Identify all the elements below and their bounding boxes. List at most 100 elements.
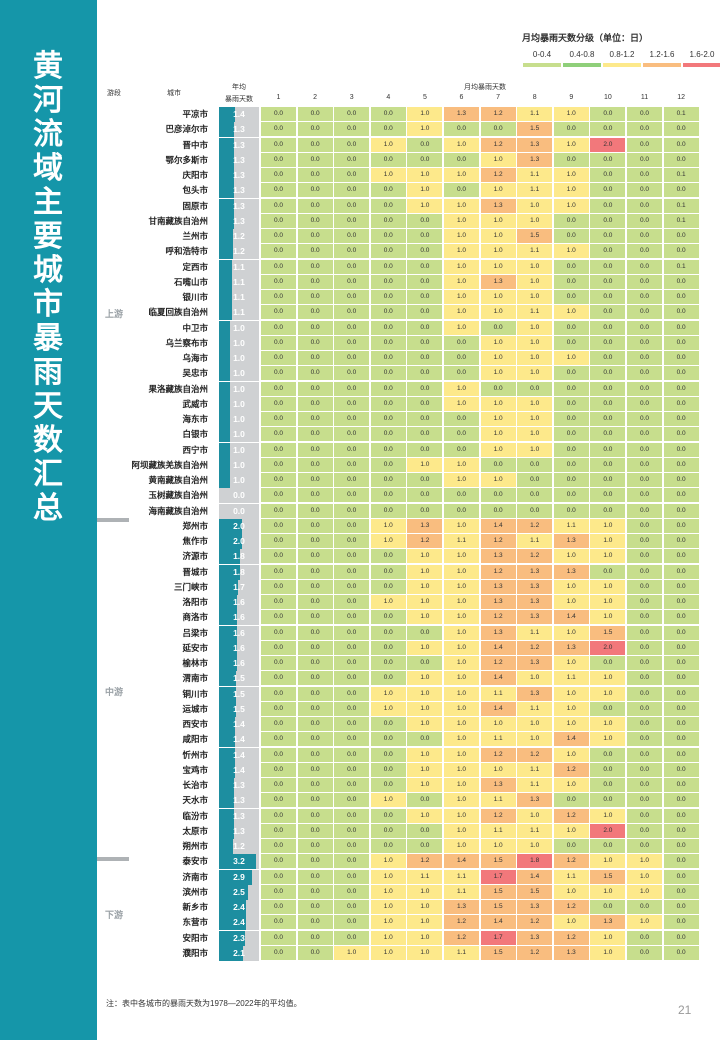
month-cell: 0.0 xyxy=(297,473,333,488)
month-cell: 0.0 xyxy=(334,351,370,366)
month-cell: 0.0 xyxy=(261,778,296,793)
month-cell: 0.0 xyxy=(261,229,296,244)
city-name: 郑州市 xyxy=(182,520,208,531)
month-cell: 0.0 xyxy=(444,412,479,427)
annual-value: 1.7 xyxy=(233,581,245,592)
city-name: 宝鸡市 xyxy=(182,764,208,775)
month-cell: 0.0 xyxy=(663,564,699,579)
month-cell: 0.0 xyxy=(627,366,662,381)
annual-bar: 1.1 xyxy=(219,274,259,290)
annual-bar-fill xyxy=(219,930,246,946)
month-cell: 0.0 xyxy=(297,290,333,305)
month-cell: 0.0 xyxy=(370,503,406,518)
month-cell: 1.0 xyxy=(517,442,553,457)
month-cell: 1.0 xyxy=(444,610,479,625)
month-cell: 0.0 xyxy=(444,427,479,442)
month-cell: 0.0 xyxy=(590,244,626,259)
month-cell: 0.0 xyxy=(517,473,553,488)
city-name: 呼和浩特市 xyxy=(165,246,208,257)
city-name: 庆阳市 xyxy=(182,170,208,180)
annual-value: 1.4 xyxy=(233,719,245,729)
month-cell: 0.0 xyxy=(663,747,699,762)
month-cell: 0.0 xyxy=(334,625,370,640)
month-cell: 0.0 xyxy=(334,518,370,533)
table-row: 晋城市 1.8 0.0 0.0 0.0 0.0 1.0 1.0 1.2 1.3 1.3 0.0 0.0 0… xyxy=(0,564,720,580)
month-cell: 1.2 xyxy=(480,107,516,122)
month-cell: 1.0 xyxy=(553,625,589,640)
month-cell: 1.0 xyxy=(407,900,443,915)
month-cell: 1.1 xyxy=(407,869,443,884)
annual-bar-fill xyxy=(219,747,235,763)
annual-bar: 1.0 xyxy=(219,396,259,412)
annual-bar-fill xyxy=(219,808,234,824)
annual-value: 3.2 xyxy=(233,856,245,867)
month-cell: 0.0 xyxy=(261,137,296,152)
month-cell: 0.0 xyxy=(334,640,370,655)
annual-bar-fill xyxy=(219,869,253,885)
table-row: 朔州市 1.2 0.0 0.0 0.0 0.0 0.0 1.0 1.0 1.0 0.0 0.0 0.0 0… xyxy=(0,839,720,854)
month-cell: 1.1 xyxy=(517,778,553,793)
month-cell: 0.0 xyxy=(663,778,699,793)
month-cell: 1.0 xyxy=(480,366,516,381)
month-cell: 1.0 xyxy=(590,884,626,899)
month-cell: 1.0 xyxy=(407,457,443,472)
month-cell: 0.0 xyxy=(663,152,699,167)
month-cell: 0.0 xyxy=(407,839,443,854)
month-cell: 1.3 xyxy=(517,793,553,808)
month-cell: 0.0 xyxy=(297,183,333,198)
month-cell: 0.0 xyxy=(627,259,662,274)
city-name: 黄南藏族自治州 xyxy=(148,475,208,485)
month-cell: 0.0 xyxy=(663,625,699,640)
annual-bar: 1.1 xyxy=(219,305,259,321)
annual-bar: 1.8 xyxy=(219,564,259,580)
month-cell: 0.0 xyxy=(590,473,626,488)
month-cell: 0.0 xyxy=(261,823,296,838)
month-cell: 0.0 xyxy=(370,442,406,457)
month-cell: 0.0 xyxy=(627,595,662,610)
month-cell: 0.0 xyxy=(297,839,333,854)
month-cell: 0.0 xyxy=(297,427,333,442)
month-cell: 0.0 xyxy=(553,213,589,228)
month-cell: 0.0 xyxy=(370,839,406,854)
month-cell: 0.0 xyxy=(407,335,443,350)
month-cell: 1.0 xyxy=(553,656,589,671)
month-cell: 0.0 xyxy=(370,747,406,762)
annual-bar-fill xyxy=(219,198,234,214)
annual-bar: 1.3 xyxy=(219,198,259,214)
month-cell: 0.0 xyxy=(334,366,370,381)
month-cell: 0.0 xyxy=(261,351,296,366)
table-row: 长治市 1.3 0.0 0.0 0.0 0.0 1.0 1.0 1.3 1.1 1.0 0.0 0.0 0… xyxy=(0,778,720,793)
month-cell: 0.0 xyxy=(627,442,662,457)
month-cell: 1.0 xyxy=(444,747,479,762)
legend-swatch xyxy=(563,63,601,67)
month-cell: 0.0 xyxy=(663,717,699,732)
annual-bar-fill xyxy=(219,229,233,244)
side-title-char: 城 xyxy=(33,253,63,288)
month-cell: 0.0 xyxy=(297,610,333,625)
month-cell: 1.2 xyxy=(407,534,443,549)
annual-bar: 1.5 xyxy=(219,671,259,687)
month-cell: 0.0 xyxy=(370,396,406,411)
legend-item: 0.4-0.8 xyxy=(563,49,601,67)
month-cell: 1.4 xyxy=(480,701,516,716)
month-cell: 1.0 xyxy=(444,381,479,396)
table-row: 临汾市 1.3 0.0 0.0 0.0 0.0 1.0 1.0 1.2 1.0 1.2 1.0 0.0 0… xyxy=(0,808,720,824)
month-cell: 0.0 xyxy=(627,305,662,320)
table-row: 白银市 1.0 0.0 0.0 0.0 0.0 0.0 0.0 1.0 1.0 0.0 0.0 0.0 0… xyxy=(0,427,720,443)
month-cell: 0.0 xyxy=(553,412,589,427)
month-cell: 1.3 xyxy=(407,518,443,533)
month-cell: 0.0 xyxy=(407,381,443,396)
month-cell: 1.0 xyxy=(444,198,479,213)
month-cell: 0.0 xyxy=(297,488,333,503)
month-cell: 0.0 xyxy=(663,442,699,457)
month-cell: 0.0 xyxy=(627,320,662,335)
table-row: 玉树藏族自治州 0.0 0.0 0.0 0.0 0.0 0.0 0.0 0.0 0.0 0.0 0.0… xyxy=(0,488,720,504)
month-cell: 0.0 xyxy=(261,488,296,503)
side-title-char: 汇 xyxy=(33,457,63,492)
month-cell: 0.0 xyxy=(370,656,406,671)
annual-bar: 1.3 xyxy=(219,152,259,168)
month-cell: 0.0 xyxy=(553,839,589,854)
section-divider-middle xyxy=(97,857,129,861)
month-cell: 0.0 xyxy=(370,549,406,564)
month-cell: 0.0 xyxy=(261,457,296,472)
